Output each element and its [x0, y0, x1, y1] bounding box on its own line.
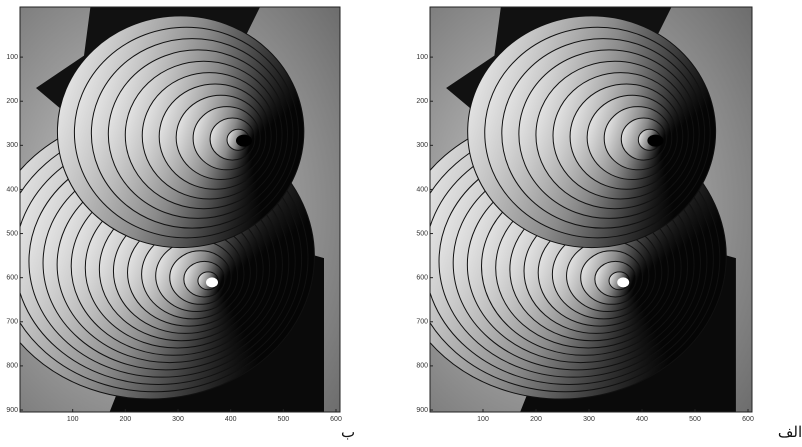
- x-tick-label: 100: [67, 416, 79, 423]
- y-tick-label: 300: [6, 142, 18, 149]
- figure: 100 200 300 400 500 600 100 200 300 400 500 600 700 8…: [0, 0, 802, 447]
- y-tick-label: 100: [6, 54, 18, 61]
- y-tick-label: 200: [416, 98, 428, 105]
- fringe-center: [206, 277, 218, 287]
- y-tick-label: 400: [416, 186, 428, 193]
- x-tick-label: 400: [636, 416, 648, 423]
- x-tick-label: 400: [225, 416, 237, 423]
- fringe-center: [236, 135, 252, 147]
- y-tick-label: 800: [416, 363, 428, 370]
- y-tick-label: 300: [416, 142, 428, 149]
- x-tick-label: 200: [530, 416, 542, 423]
- y-tick-label: 600: [6, 275, 18, 282]
- x-tick-label: 100: [477, 416, 489, 423]
- y-tick-label: 500: [6, 230, 18, 237]
- y-tick-label: 100: [416, 54, 428, 61]
- interferogram: [0, 7, 340, 412]
- x-tick-label: 600: [742, 416, 754, 423]
- y-tick-label: 400: [6, 186, 18, 193]
- x-tick-label: 600: [330, 416, 342, 423]
- fringe-center: [617, 277, 629, 287]
- y-tick-label: 700: [6, 319, 18, 326]
- x-tick-label: 500: [277, 416, 289, 423]
- page: 100 200 300 400 500 600 100 200 300 400 500 600 700 8…: [0, 0, 802, 447]
- y-tick-label: 600: [416, 275, 428, 282]
- panel-label: ب: [341, 423, 355, 441]
- x-tick-label: 500: [689, 416, 701, 423]
- panel-label: الف: [778, 423, 802, 441]
- y-tick-label: 800: [6, 363, 18, 370]
- x-tick-label: 200: [119, 416, 131, 423]
- fringe-center: [647, 135, 663, 147]
- x-tick-label: 300: [583, 416, 595, 423]
- y-tick-label: 700: [416, 319, 428, 326]
- y-tick-label: 500: [416, 230, 428, 237]
- y-tick-label: 200: [6, 98, 18, 105]
- x-tick-label: 300: [172, 416, 184, 423]
- y-tick-label: 900: [416, 407, 428, 414]
- interferogram: [397, 7, 752, 412]
- y-tick-label: 900: [6, 407, 18, 414]
